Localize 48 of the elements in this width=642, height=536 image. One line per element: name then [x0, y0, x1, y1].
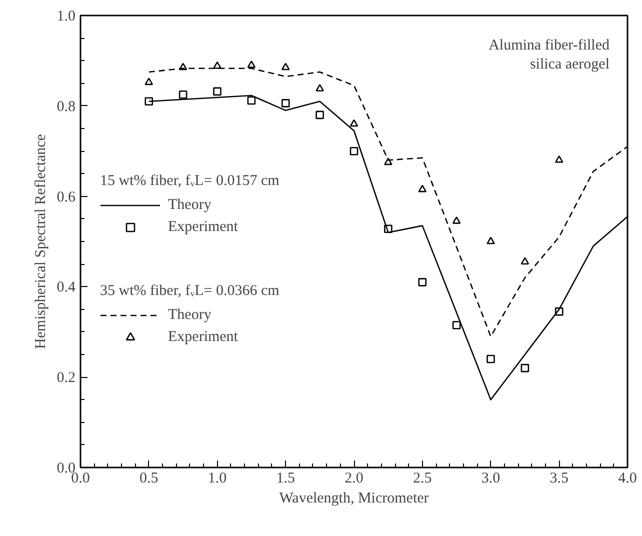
- point: [281, 99, 290, 108]
- x-tick-label: 2.5: [413, 470, 432, 486]
- legend-label: Theory: [168, 196, 212, 214]
- annotation: 35 wt% fiber, fᵥL= 0.0366 cm: [100, 283, 280, 300]
- point: [384, 158, 392, 166]
- y-tick-label: 0.4: [56, 280, 76, 296]
- point: [520, 257, 530, 265]
- point: [452, 216, 461, 224]
- point: [384, 224, 392, 233]
- y-axis-title: Hemispherical Spectral Reflectance: [32, 134, 49, 349]
- point: [144, 97, 154, 106]
- point: [316, 110, 324, 120]
- x-tick-label: 4.0: [618, 470, 637, 486]
- x-tick-label: 0.5: [140, 470, 158, 486]
- y-tick-label: 0.6: [56, 189, 76, 206]
- x-tick-label: 1.0: [208, 470, 227, 486]
- point: [554, 307, 564, 316]
- annotation: Alumina fiber-filled silica aerogel: [488, 38, 610, 73]
- point: [247, 96, 256, 105]
- point: [144, 78, 154, 86]
- point: [178, 90, 188, 99]
- x-tick-label: 3.5: [550, 470, 568, 486]
- annotation: 15 wt% fiber, fᵥL= 0.0157 cm: [100, 173, 280, 190]
- y-tick-label: 1.0: [56, 8, 76, 24]
- point: [486, 236, 495, 244]
- x-axis-title: Wavelength, Micrometer: [279, 490, 429, 506]
- legend-label: Theory: [168, 306, 212, 324]
- point: [554, 155, 564, 163]
- x-tick-label: 2.0: [344, 470, 364, 486]
- point: [281, 62, 290, 70]
- point: [418, 184, 427, 192]
- point: [247, 60, 256, 68]
- point: [452, 320, 461, 330]
- point: [486, 354, 495, 364]
- x-tick-label: 3.0: [481, 470, 500, 486]
- point: [350, 146, 358, 156]
- point: [213, 87, 222, 96]
- legend-label: Experiment: [168, 218, 238, 236]
- point: [350, 119, 358, 127]
- point: [213, 61, 222, 69]
- x-tick-label: 1.5: [276, 470, 295, 486]
- point: [418, 278, 427, 286]
- point: [316, 84, 324, 92]
- legend-label: Experiment: [168, 328, 238, 346]
- y-tick-label: 0.8: [56, 98, 76, 115]
- point: [520, 364, 530, 372]
- point: [178, 62, 188, 70]
- y-tick-label: 0.2: [56, 370, 76, 386]
